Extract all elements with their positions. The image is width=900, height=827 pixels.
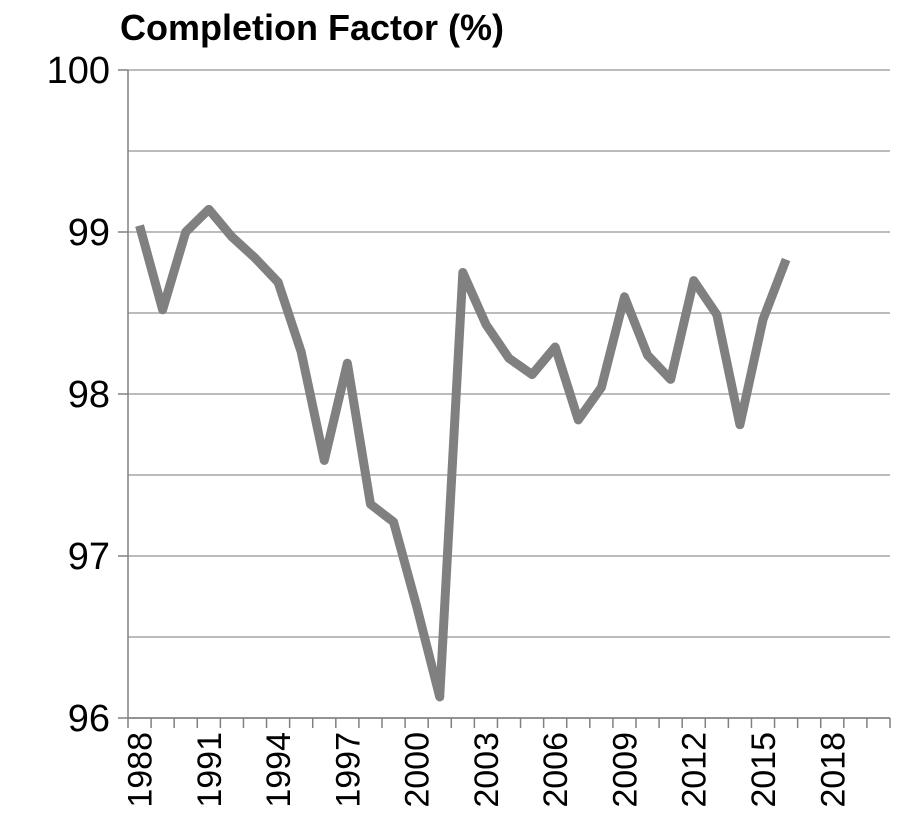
x-tick-label: 2006 — [537, 732, 575, 808]
x-tick-label: 2015 — [745, 732, 783, 808]
x-tick-label: 1994 — [260, 732, 298, 808]
x-tick-label: 2003 — [468, 732, 506, 808]
y-tick-label: 96 — [68, 698, 110, 740]
y-tick-label: 97 — [68, 536, 110, 578]
chart-title: Completion Factor (%) — [120, 7, 504, 48]
y-tick-label: 98 — [68, 374, 110, 416]
x-tick-label: 2000 — [399, 732, 437, 808]
x-tick-label: 1988 — [122, 732, 160, 808]
x-tick-label: 2012 — [676, 732, 714, 808]
x-tick-label: 2009 — [606, 732, 644, 808]
x-tick-label: 1991 — [191, 732, 229, 808]
x-tick-label: 2018 — [814, 732, 852, 808]
y-tick-label: 100 — [47, 50, 110, 92]
y-tick-label: 99 — [68, 212, 110, 254]
x-tick-label: 1997 — [329, 732, 367, 808]
data-line — [135, 204, 791, 702]
